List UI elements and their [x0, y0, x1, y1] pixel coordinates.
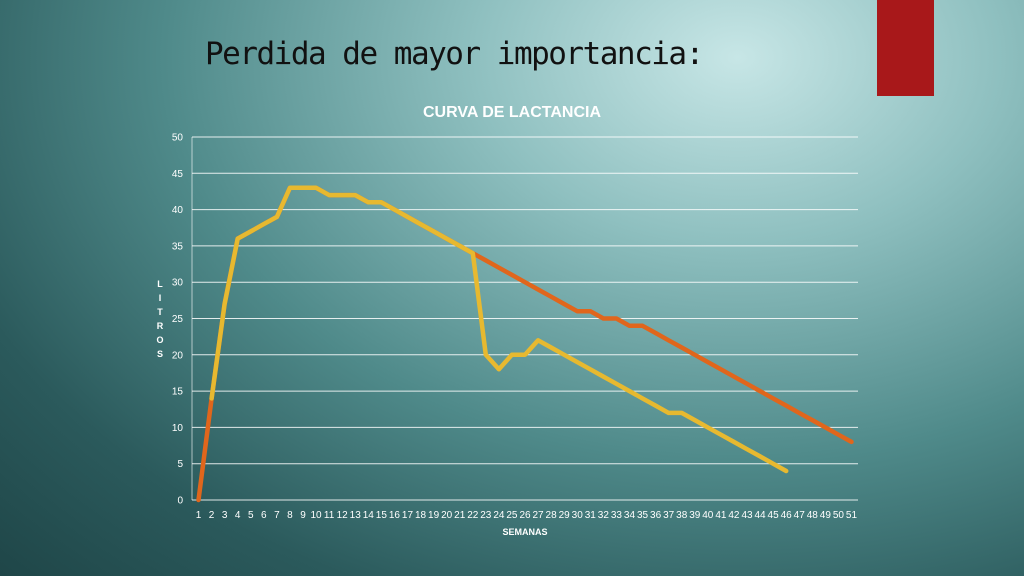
series-lines [196, 185, 854, 503]
gridlines [191, 136, 858, 501]
x-tick-label: 42 [728, 510, 740, 521]
x-tick-label: 12 [337, 510, 349, 521]
x-tick-label: 28 [546, 510, 558, 521]
x-tick-label: 2 [209, 510, 215, 521]
y-axis-title-letter: T [157, 307, 163, 317]
y-axis-title-letter: R [157, 321, 164, 331]
x-tick-label: 41 [715, 510, 727, 521]
x-tick-label: 7 [274, 510, 280, 521]
x-tick-label: 15 [376, 510, 388, 521]
x-tick-label: 13 [350, 510, 362, 521]
y-tick-label: 45 [172, 169, 184, 180]
y-tick-label: 50 [172, 133, 184, 144]
y-tick-label: 20 [172, 350, 184, 361]
x-tick-label: 16 [389, 510, 401, 521]
x-tick-label: 10 [310, 510, 322, 521]
x-tick-label: 44 [754, 510, 766, 521]
x-tick-label: 47 [794, 510, 806, 521]
x-tick-label: 46 [781, 510, 793, 521]
x-tick-label: 38 [676, 510, 688, 521]
y-axis-title-letter: O [156, 335, 163, 345]
x-tick-label: 23 [480, 510, 492, 521]
x-tick-label: 36 [650, 510, 662, 521]
x-tick-label: 18 [415, 510, 427, 521]
x-tick-label: 1 [196, 510, 202, 521]
x-tick-label: 5 [248, 510, 254, 521]
x-tick-label: 14 [363, 510, 375, 521]
x-tick-label: 19 [428, 510, 440, 521]
x-axis-title: SEMANAS [502, 527, 547, 537]
y-tick-label: 10 [172, 423, 184, 434]
x-tick-label: 43 [741, 510, 753, 521]
x-tick-label: 51 [846, 510, 858, 521]
x-tick-label: 11 [324, 510, 335, 521]
x-tick-label: 35 [637, 510, 649, 521]
x-tick-label: 27 [532, 510, 544, 521]
x-tick-label: 26 [519, 510, 531, 521]
x-tick-label: 8 [287, 510, 293, 521]
x-tick-label: 22 [467, 510, 479, 521]
x-tick-label: 4 [235, 510, 241, 521]
series-line-2 [209, 185, 789, 474]
x-tick-label: 31 [585, 510, 597, 521]
y-tick-label: 40 [172, 205, 184, 216]
x-tick-label: 30 [572, 510, 584, 521]
chart-title: CURVA DE LACTANCIA [422, 104, 602, 121]
y-tick-label: 5 [177, 459, 183, 470]
x-tick-label: 29 [559, 510, 571, 521]
x-tick-label: 45 [768, 510, 780, 521]
x-tick-label: 25 [506, 510, 518, 521]
y-tick-label: 30 [172, 278, 184, 289]
x-tick-labels: 1 2 3 4 5 6 7 8 9 10 11 12 13 14 15 16 17 18 19 20 21 22 23 24 2… [196, 510, 858, 521]
y-tick-label: 25 [172, 314, 184, 325]
y-axis-title-letter: L [157, 279, 163, 289]
x-tick-label: 9 [300, 510, 306, 521]
x-tick-label: 50 [833, 510, 845, 521]
x-tick-label: 37 [663, 510, 675, 521]
x-tick-label: 34 [624, 510, 636, 521]
y-tick-label: 15 [172, 387, 184, 398]
x-tick-label: 48 [807, 510, 819, 521]
y-axis-title-letter: I [159, 293, 162, 303]
x-tick-label: 3 [222, 510, 228, 521]
y-tick-label: 0 [177, 496, 183, 507]
x-tick-label: 33 [611, 510, 623, 521]
x-tick-label: 6 [261, 510, 267, 521]
x-tick-label: 20 [441, 510, 453, 521]
x-tick-label: 49 [820, 510, 832, 521]
x-tick-label: 17 [402, 510, 414, 521]
x-tick-label: 32 [598, 510, 610, 521]
x-tick-label: 39 [689, 510, 701, 521]
accent-bar [877, 0, 934, 96]
y-tick-labels: 0 5 10 15 20 25 30 35 40 45 50 [172, 133, 184, 507]
y-tick-label: 35 [172, 241, 184, 252]
y-axis-title-letter: S [157, 349, 163, 359]
slide-title: Perdida de mayor importancia: [205, 36, 704, 72]
x-tick-label: 21 [454, 510, 466, 521]
x-tick-label: 24 [493, 510, 505, 521]
x-tick-label: 40 [702, 510, 714, 521]
